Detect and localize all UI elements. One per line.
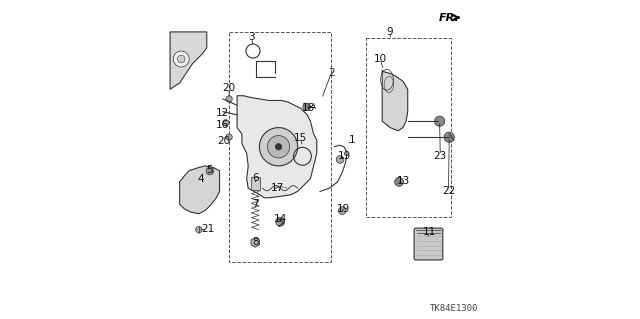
Polygon shape bbox=[251, 238, 259, 247]
Text: 9: 9 bbox=[387, 27, 394, 37]
Circle shape bbox=[177, 55, 185, 63]
Text: 19: 19 bbox=[337, 204, 350, 214]
Circle shape bbox=[336, 156, 344, 163]
Polygon shape bbox=[180, 166, 220, 214]
Circle shape bbox=[395, 177, 404, 186]
Text: 16: 16 bbox=[216, 120, 228, 130]
Text: 5: 5 bbox=[206, 165, 212, 175]
Circle shape bbox=[196, 226, 202, 233]
Text: 4: 4 bbox=[197, 174, 204, 184]
Text: TK84E1300: TK84E1300 bbox=[430, 304, 478, 313]
FancyBboxPatch shape bbox=[414, 228, 443, 260]
Circle shape bbox=[259, 128, 298, 166]
Circle shape bbox=[206, 167, 214, 175]
Text: 8: 8 bbox=[252, 237, 259, 247]
Text: 17: 17 bbox=[271, 182, 285, 193]
Text: 11: 11 bbox=[423, 227, 436, 237]
Text: 1: 1 bbox=[349, 135, 355, 145]
Polygon shape bbox=[237, 96, 317, 198]
Text: 10: 10 bbox=[373, 54, 387, 64]
Circle shape bbox=[223, 120, 229, 126]
Text: 7: 7 bbox=[252, 198, 259, 209]
Text: 14: 14 bbox=[273, 214, 287, 225]
Text: 19: 19 bbox=[339, 151, 351, 161]
Text: 2: 2 bbox=[328, 68, 335, 78]
Circle shape bbox=[444, 132, 454, 142]
Text: FR.: FR. bbox=[439, 12, 460, 23]
Text: 20: 20 bbox=[223, 83, 236, 93]
Circle shape bbox=[275, 144, 282, 150]
Bar bbox=[251, 177, 260, 190]
Text: 23: 23 bbox=[434, 151, 447, 161]
Text: 3: 3 bbox=[248, 32, 255, 42]
Polygon shape bbox=[170, 32, 207, 89]
Circle shape bbox=[226, 134, 232, 140]
Text: 21: 21 bbox=[201, 224, 214, 234]
Circle shape bbox=[339, 207, 346, 214]
Circle shape bbox=[435, 116, 445, 126]
Circle shape bbox=[303, 103, 310, 111]
Text: 12: 12 bbox=[216, 108, 228, 118]
Polygon shape bbox=[382, 70, 408, 131]
Circle shape bbox=[276, 217, 285, 226]
Circle shape bbox=[226, 96, 232, 102]
Text: 15: 15 bbox=[294, 133, 307, 143]
Text: 13: 13 bbox=[396, 176, 410, 186]
Circle shape bbox=[173, 51, 189, 67]
Text: 22: 22 bbox=[442, 186, 455, 196]
Circle shape bbox=[268, 136, 290, 158]
Text: 18: 18 bbox=[301, 103, 315, 113]
Text: 20: 20 bbox=[217, 136, 230, 146]
Text: 6: 6 bbox=[252, 173, 259, 183]
